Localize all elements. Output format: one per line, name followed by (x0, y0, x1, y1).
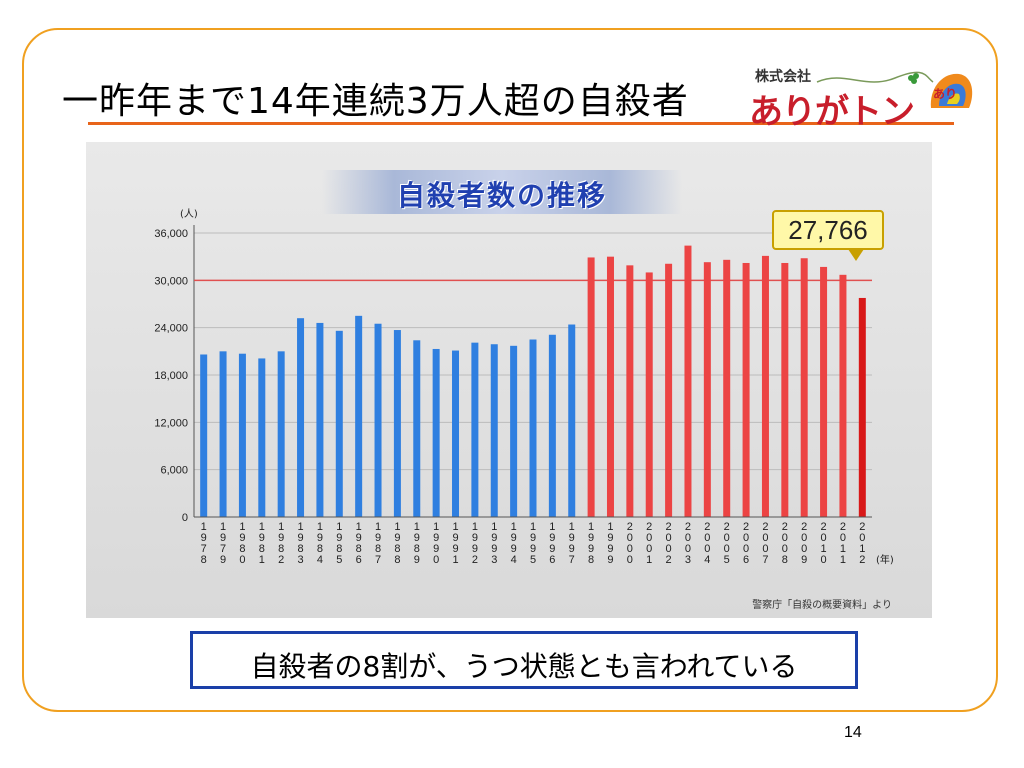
y-tick-label: 18,000 (154, 370, 188, 382)
chart-panel: 自殺者数の推移 0 6,000 12,000 18,000 24,000 30,000 36… (86, 142, 932, 618)
company-logo: 株式会社 ありがトン あり (745, 64, 975, 132)
y-tick-label: 6,000 (160, 465, 188, 477)
chart-title: 自殺者数の推移 (396, 179, 607, 212)
bar-2001 (645, 272, 653, 517)
bar-1986 (355, 315, 363, 517)
source-label: 警察庁「自殺の概要資料」より (752, 600, 892, 611)
y-tick-label: 30,000 (154, 275, 188, 287)
slide-frame (22, 28, 998, 712)
note-text: 自殺者の8割が、うつ状態とも言われている (250, 650, 798, 683)
bar-1978 (200, 354, 208, 517)
bar-1998 (587, 257, 595, 517)
note-box: 自殺者の8割が、うつ状態とも言われている (190, 631, 858, 689)
logo-corp-label: 株式会社 (755, 69, 811, 85)
bar-1985 (335, 330, 343, 517)
x-unit-label: (年) (876, 553, 894, 566)
y-tick-label: 12,000 (154, 417, 188, 429)
bar-1979 (219, 351, 227, 517)
logo-vine-icon (816, 71, 934, 84)
bar-1983 (297, 318, 305, 517)
y-unit-label: (人) (180, 208, 198, 220)
logo-badge-text: あり (933, 87, 957, 101)
bar-1982 (277, 351, 285, 517)
bar-2010 (820, 266, 828, 517)
y-tick-label: 36,000 (154, 228, 188, 240)
bar-2009 (800, 258, 808, 517)
value-callout: 27,766 (772, 210, 884, 250)
bar-1984 (316, 322, 324, 517)
bar-1980 (238, 353, 246, 517)
bar-2011 (839, 274, 847, 517)
bar-2006 (742, 262, 750, 517)
bar-1996 (548, 334, 556, 517)
bar-1993 (490, 344, 498, 517)
chart-title-bar: 自殺者数の推移 (322, 170, 682, 214)
bar-2004 (703, 262, 711, 517)
logo-main-text: ありがトン (749, 92, 915, 132)
callout-value: 27,766 (788, 215, 868, 245)
y-tick-label: 0 (182, 512, 188, 524)
bar-2002 (665, 263, 673, 517)
bar-1999 (606, 256, 614, 517)
bar-1997 (568, 324, 576, 517)
slide-title: 一昨年まで14年連続3万人超の自殺者 (62, 81, 689, 122)
bar-2000 (626, 265, 634, 517)
bar-1989 (413, 340, 421, 517)
bar-2003 (684, 245, 692, 517)
title-underline (88, 122, 954, 125)
bar-1987 (374, 323, 382, 517)
y-tick-label: 24,000 (154, 323, 188, 335)
page-number: 14 (844, 724, 862, 741)
bar-2012 (858, 297, 866, 517)
bar-2005 (723, 259, 731, 517)
bar-1992 (471, 342, 479, 517)
chart-svg: 0 6,000 12,000 18,000 24,000 30,000 36,000 (人) 1… (154, 208, 894, 566)
bar-1994 (510, 345, 518, 517)
bar-2007 (761, 255, 769, 517)
bar-1990 (432, 348, 440, 517)
bar-2008 (781, 262, 789, 517)
logo-badge-icon: あり (930, 73, 973, 108)
bar-1981 (258, 358, 266, 517)
bar-1991 (452, 350, 460, 517)
callout-tail (848, 249, 864, 261)
bar-1995 (529, 339, 537, 517)
bar-1988 (393, 330, 401, 517)
